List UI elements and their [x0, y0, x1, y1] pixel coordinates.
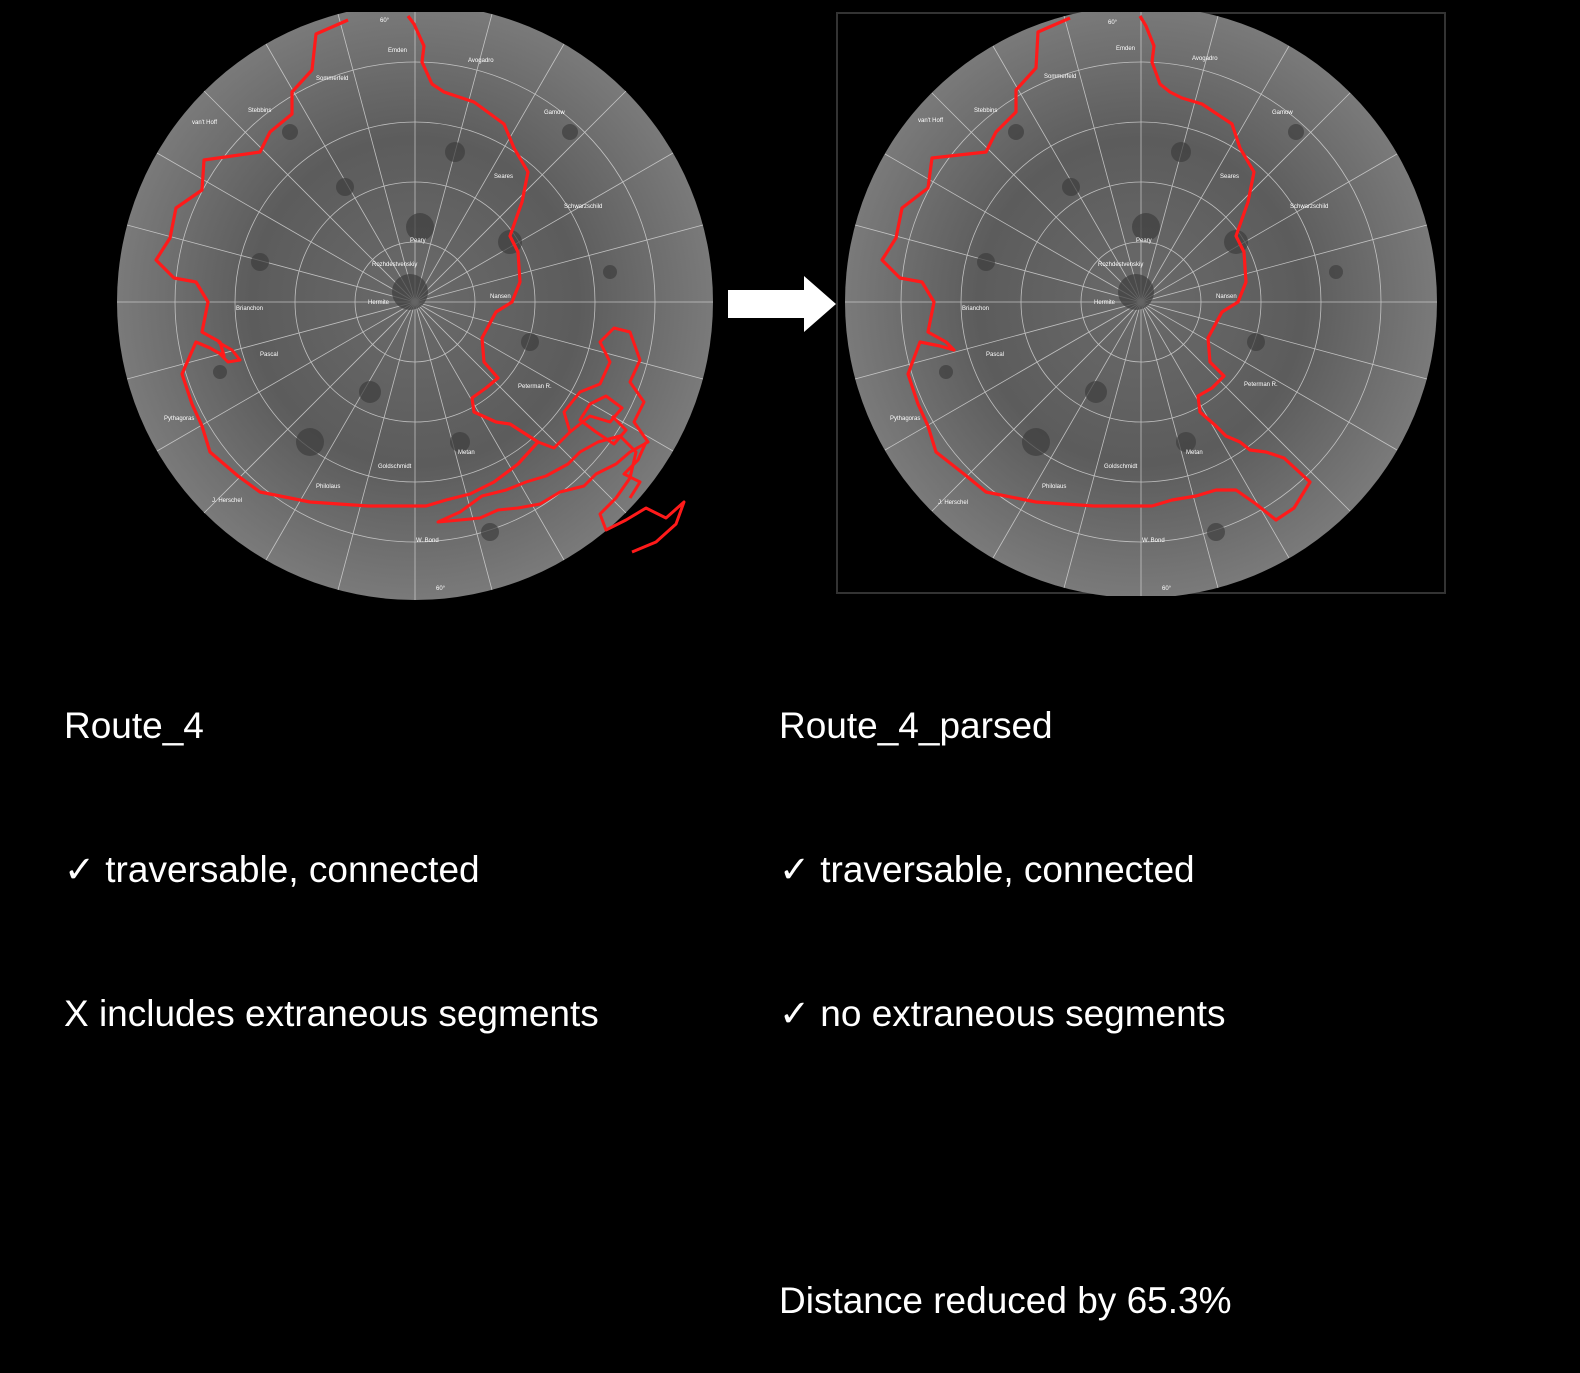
- svg-text:Hermite: Hermite: [368, 300, 390, 306]
- svg-text:Rozhdestvenskiy: Rozhdestvenskiy: [372, 262, 417, 268]
- svg-text:Goldschmidt: Goldschmidt: [378, 464, 412, 470]
- distance-summary: Distance reduced by 65.3%: [779, 1280, 1232, 1321]
- svg-text:Brianchon: Brianchon: [962, 306, 989, 312]
- svg-text:van't Hoff: van't Hoff: [918, 118, 943, 124]
- svg-text:Gamow: Gamow: [1272, 110, 1293, 116]
- svg-text:Emden: Emden: [388, 48, 407, 54]
- svg-text:Peary: Peary: [410, 238, 426, 244]
- svg-text:60°: 60°: [380, 18, 390, 24]
- svg-text:Sommerfeld: Sommerfeld: [316, 76, 348, 82]
- route-4-parsed-map: 60° Emden Avogadro Sommerfeld Stebbins v…: [836, 12, 1446, 596]
- svg-text:Peterman R.: Peterman R.: [518, 384, 552, 390]
- spacer: [779, 1134, 1232, 1181]
- svg-text:Sommerfeld: Sommerfeld: [1044, 74, 1076, 80]
- route-4-parsed-caption: Route_4_parsed ✓ traversable, connected …: [779, 606, 1232, 1373]
- craters: [213, 124, 617, 541]
- crater-labels: 60° Emden Avogadro Sommerfeld Stebbins v…: [164, 18, 602, 592]
- svg-text:Philolaus: Philolaus: [1042, 484, 1066, 490]
- svg-text:Peterman R.: Peterman R.: [1244, 382, 1278, 388]
- status-line: ✓ traversable, connected: [64, 849, 480, 890]
- svg-text:Avogadro: Avogadro: [1192, 56, 1218, 62]
- craters: [939, 124, 1343, 541]
- route-title: Route_4: [64, 705, 204, 746]
- svg-text:Stebbins: Stebbins: [974, 108, 997, 114]
- right-arrow-icon: [728, 276, 836, 332]
- svg-text:Pythagoras: Pythagoras: [890, 416, 920, 422]
- route-4-map: 60° Emden Avogadro Sommerfeld Stebbins v…: [117, 12, 713, 600]
- svg-text:Brianchon: Brianchon: [236, 306, 263, 312]
- svg-text:Nansen: Nansen: [1216, 294, 1237, 300]
- svg-text:Seares: Seares: [1220, 174, 1239, 180]
- svg-text:Nansen: Nansen: [490, 294, 511, 300]
- svg-text:W. Bond: W. Bond: [1142, 538, 1165, 544]
- svg-text:J. Herschel: J. Herschel: [212, 498, 242, 504]
- svg-text:Pascal: Pascal: [260, 352, 278, 358]
- svg-text:van't Hoff: van't Hoff: [192, 120, 217, 126]
- svg-text:Gamow: Gamow: [544, 110, 565, 116]
- crater-labels: 60° Emden Avogadro Sommerfeld Stebbins v…: [890, 20, 1328, 592]
- svg-text:Metan: Metan: [458, 450, 475, 456]
- svg-text:60°: 60°: [436, 586, 446, 592]
- route-4-extraneous-segments: [216, 326, 686, 554]
- svg-text:Emden: Emden: [1116, 46, 1135, 52]
- route-4-parsed-path: [880, 15, 1312, 522]
- status-line: ✓ no extraneous segments: [779, 993, 1226, 1034]
- route-4-caption: Route_4 ✓ traversable, connected X inclu…: [64, 606, 599, 1086]
- svg-text:Pascal: Pascal: [986, 352, 1004, 358]
- status-line: X includes extraneous segments: [64, 993, 599, 1034]
- svg-text:Stebbins: Stebbins: [248, 108, 271, 114]
- route-4-path: [154, 15, 540, 508]
- svg-text:Hermite: Hermite: [1094, 300, 1116, 306]
- svg-text:Philolaus: Philolaus: [316, 484, 340, 490]
- svg-text:Rozhdestvenskiy: Rozhdestvenskiy: [1098, 262, 1143, 268]
- svg-text:J. Herschel: J. Herschel: [938, 500, 968, 506]
- status-line: ✓ traversable, connected: [779, 849, 1195, 890]
- svg-text:Peary: Peary: [1136, 238, 1152, 244]
- svg-text:Pythagoras: Pythagoras: [164, 416, 194, 422]
- route-title: Route_4_parsed: [779, 705, 1053, 746]
- svg-text:Goldschmidt: Goldschmidt: [1104, 464, 1138, 470]
- svg-text:60°: 60°: [1108, 20, 1118, 26]
- svg-text:Schwarzschild: Schwarzschild: [1290, 204, 1328, 210]
- svg-text:Metan: Metan: [1186, 450, 1203, 456]
- svg-text:W. Bond: W. Bond: [416, 538, 439, 544]
- svg-text:Avogadro: Avogadro: [468, 58, 494, 64]
- svg-text:Seares: Seares: [494, 174, 513, 180]
- svg-text:60°: 60°: [1162, 586, 1172, 592]
- svg-text:Schwarzschild: Schwarzschild: [564, 204, 602, 210]
